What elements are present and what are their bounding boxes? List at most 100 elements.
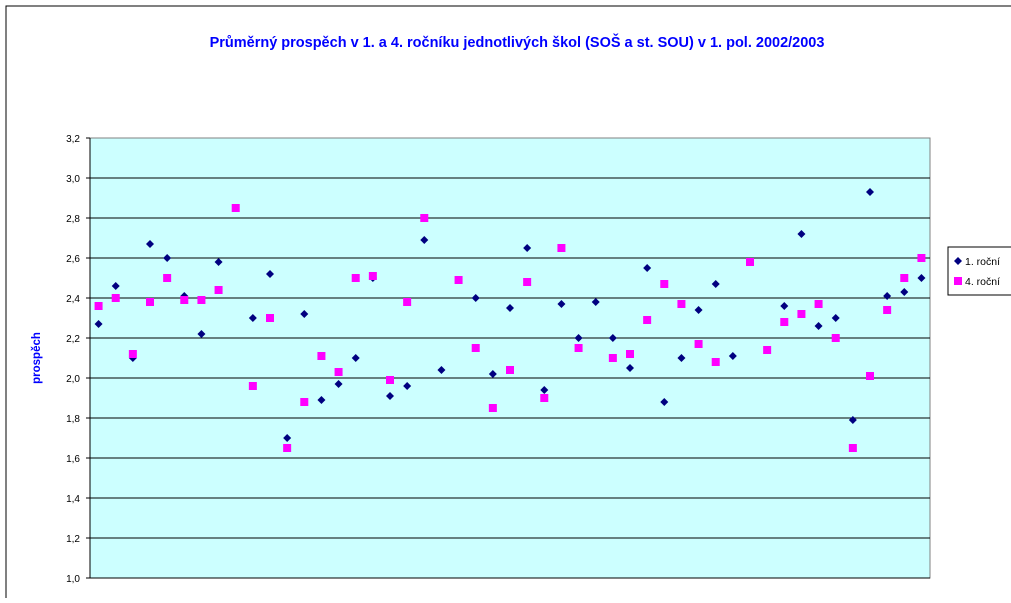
series1-point <box>334 380 343 388</box>
series2-point <box>334 368 343 376</box>
series2-point <box>300 398 309 406</box>
y-tick-label: 2,8 <box>66 214 80 225</box>
series2-point <box>557 244 566 252</box>
y-axis-ticks: 1,0 1,2 1,4 1,6 1,8 2,0 2,2 2,4 2,6 2,8 3,0 3,2 <box>66 134 930 585</box>
legend-label-series2: 4. roční <box>965 276 1000 288</box>
series1-point <box>591 298 600 306</box>
series2-point <box>317 352 326 360</box>
series2-point <box>797 310 806 318</box>
series1-point <box>266 270 274 278</box>
series1-point <box>146 240 154 248</box>
series1-point <box>317 396 326 404</box>
series2-point <box>94 302 103 310</box>
series1-point <box>386 392 394 400</box>
series2-point <box>248 382 257 390</box>
series2-point <box>506 366 514 374</box>
legend-label-series1: 1. roční <box>965 256 1000 268</box>
series1-point <box>523 244 532 252</box>
y-axis-label: prospěch <box>31 332 43 384</box>
series1-point <box>300 310 309 318</box>
series1-point <box>214 258 223 266</box>
series1-point <box>797 230 806 238</box>
series2-point <box>831 334 840 342</box>
series1-point <box>351 354 360 362</box>
series1-point <box>626 364 634 372</box>
y-tick-label: 3,0 <box>66 174 80 185</box>
series2-point <box>780 318 789 326</box>
series1-point <box>831 314 840 322</box>
series1-point <box>574 334 583 342</box>
series2-point <box>283 444 292 452</box>
series2-point <box>711 358 720 366</box>
series2-point <box>454 276 463 284</box>
series2-point <box>471 344 480 352</box>
y-tick-label: 1,2 <box>66 534 80 545</box>
series1-point <box>814 322 823 330</box>
series2-point <box>386 376 394 384</box>
series1-point <box>403 382 412 390</box>
series1-point <box>900 288 909 296</box>
series1-point <box>711 280 720 288</box>
series1-point <box>608 334 617 342</box>
series2-point <box>214 286 223 294</box>
series1-point <box>677 354 686 362</box>
series1-point <box>420 236 429 244</box>
series1-point <box>866 188 874 196</box>
series2-point <box>351 274 360 282</box>
series2-point <box>643 316 652 324</box>
series2-point <box>814 300 823 308</box>
series2-point <box>608 354 617 362</box>
data-points <box>94 188 926 452</box>
series2-point <box>180 296 189 304</box>
legend-marker-series2 <box>954 277 962 285</box>
series2-point <box>523 278 532 286</box>
y-tick-label: 1,4 <box>66 494 80 505</box>
series2-point <box>488 404 497 412</box>
series2-point <box>231 204 240 212</box>
series2-point <box>677 300 686 308</box>
series1-point <box>248 314 257 322</box>
chart-title: Průměrný prospěch v 1. a 4. ročníku jedn… <box>210 33 825 51</box>
series2-point <box>146 298 154 306</box>
series2-point <box>403 298 412 306</box>
series1-point <box>728 352 737 360</box>
series2-point <box>883 306 892 314</box>
series1-point <box>111 282 120 290</box>
series1-point <box>471 294 480 302</box>
series2-point <box>128 350 137 358</box>
series1-point <box>283 434 292 442</box>
y-tick-label: 2,6 <box>66 254 80 265</box>
series1-point <box>488 370 497 378</box>
series2-point <box>626 350 634 358</box>
series1-point <box>557 300 566 308</box>
series2-point <box>197 296 206 304</box>
y-tick-label: 2,4 <box>66 294 80 305</box>
series2-point <box>900 274 909 282</box>
series1-point <box>848 416 857 424</box>
series2-point <box>694 340 703 348</box>
series1-point <box>94 320 103 328</box>
series1-point <box>437 366 446 374</box>
series2-point <box>266 314 274 322</box>
series2-point <box>574 344 583 352</box>
y-tick-label: 2,2 <box>66 334 80 345</box>
series1-point <box>506 304 514 312</box>
series2-point <box>917 254 926 262</box>
series1-point <box>780 302 789 310</box>
series1-point <box>883 292 892 300</box>
series2-point <box>763 346 772 354</box>
series2-point <box>848 444 857 452</box>
series1-point <box>163 254 172 262</box>
legend: 1. roční 4. roční <box>947 246 1011 296</box>
series2-point <box>368 272 377 280</box>
series2-point <box>540 394 549 402</box>
y-tick-label: 1,0 <box>66 574 80 585</box>
legend-box <box>947 246 1011 296</box>
series1-point <box>540 386 549 394</box>
series1-point <box>643 264 652 272</box>
series1-point <box>660 398 669 406</box>
y-tick-label: 1,8 <box>66 414 80 425</box>
series1-point <box>694 306 703 314</box>
